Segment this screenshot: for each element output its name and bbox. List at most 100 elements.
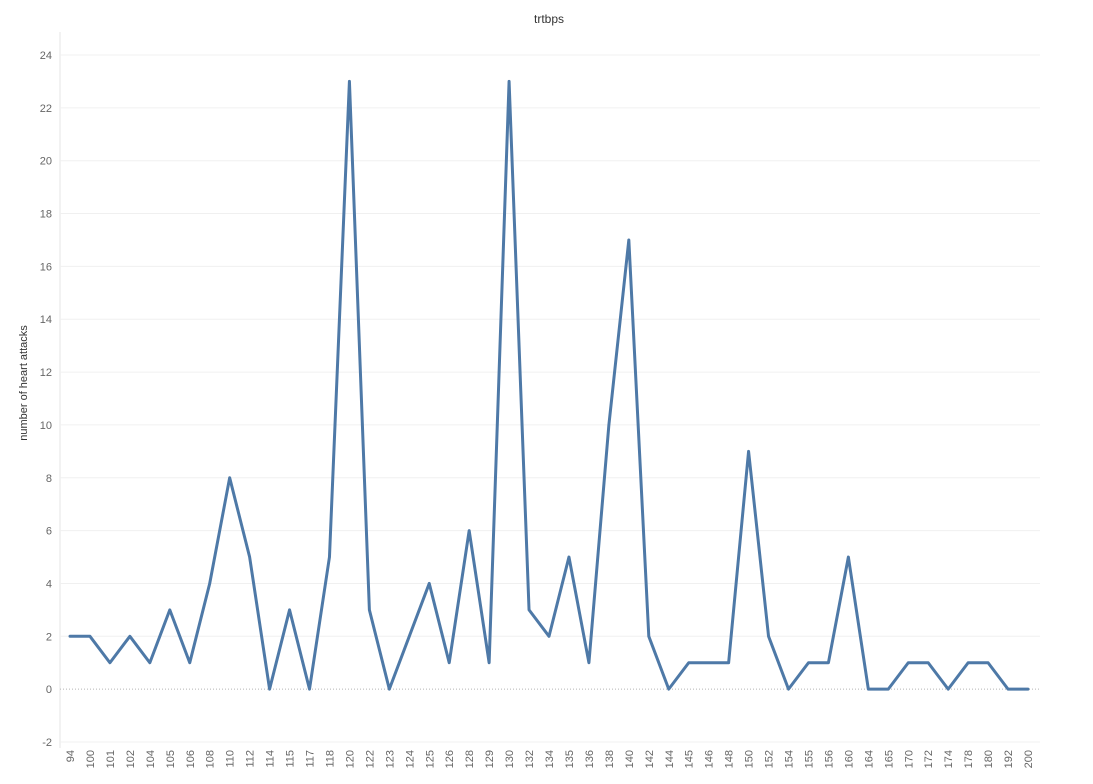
x-tick-label: 122 bbox=[364, 750, 376, 768]
x-tick-label: 140 bbox=[624, 750, 636, 768]
x-tick-label: 105 bbox=[165, 750, 177, 768]
chart-title: trtbps bbox=[534, 12, 564, 26]
x-tick-label: 200 bbox=[1023, 750, 1035, 768]
data-point bbox=[627, 238, 631, 242]
x-tick-label: 106 bbox=[185, 750, 197, 768]
data-point bbox=[587, 661, 591, 665]
y-tick-label: 16 bbox=[40, 261, 52, 273]
x-tick-label: 192 bbox=[1003, 750, 1015, 768]
data-point bbox=[986, 661, 990, 665]
x-tick-label: 132 bbox=[524, 750, 536, 768]
data-point bbox=[547, 634, 551, 638]
data-point bbox=[1026, 687, 1030, 691]
data-point bbox=[747, 449, 751, 453]
data-point bbox=[447, 661, 451, 665]
x-axis-ticks: 94 100 101 102 104 105 106 108 110 112 114 115 117 11… bbox=[65, 750, 1035, 768]
y-tick-label: 2 bbox=[46, 631, 52, 643]
x-tick-label: 152 bbox=[764, 750, 776, 768]
x-tick-label: 145 bbox=[684, 750, 696, 768]
x-tick-label: 118 bbox=[324, 750, 336, 768]
data-point bbox=[467, 529, 471, 533]
x-tick-label: 128 bbox=[464, 750, 476, 768]
x-tick-label: 110 bbox=[225, 750, 237, 768]
x-tick-label: 136 bbox=[584, 750, 596, 768]
data-point bbox=[208, 581, 212, 585]
data-point bbox=[268, 687, 272, 691]
data-point bbox=[787, 687, 791, 691]
data-point bbox=[846, 555, 850, 559]
data-point bbox=[327, 555, 331, 559]
data-point bbox=[188, 661, 192, 665]
x-tick-label: 134 bbox=[544, 750, 556, 768]
data-point bbox=[886, 687, 890, 691]
data-point bbox=[367, 608, 371, 612]
x-tick-label: 154 bbox=[784, 750, 796, 768]
x-tick-label: 160 bbox=[843, 750, 855, 768]
data-point bbox=[68, 634, 72, 638]
x-tick-label: 112 bbox=[245, 750, 257, 768]
x-tick-label: 115 bbox=[285, 750, 297, 768]
x-tick-label: 165 bbox=[883, 750, 895, 768]
x-tick-label: 100 bbox=[85, 750, 97, 768]
y-tick-label: 10 bbox=[40, 420, 52, 432]
data-point bbox=[527, 608, 531, 612]
x-tick-label: 94 bbox=[65, 750, 77, 762]
data-point bbox=[308, 687, 312, 691]
data-point bbox=[387, 687, 391, 691]
data-point bbox=[88, 634, 92, 638]
y-tick-label: -2 bbox=[42, 737, 52, 749]
data-point bbox=[727, 661, 731, 665]
data-point bbox=[687, 661, 691, 665]
x-tick-label: 148 bbox=[724, 750, 736, 768]
x-tick-label: 180 bbox=[983, 750, 995, 768]
data-point bbox=[707, 661, 711, 665]
data-point bbox=[667, 687, 671, 691]
x-tick-label: 155 bbox=[803, 750, 815, 768]
x-tick-label: 156 bbox=[823, 750, 835, 768]
data-point bbox=[248, 555, 252, 559]
data-point bbox=[1006, 687, 1010, 691]
x-tick-label: 150 bbox=[744, 750, 756, 768]
data-point bbox=[288, 608, 292, 612]
x-tick-label: 138 bbox=[604, 750, 616, 768]
data-point bbox=[487, 661, 491, 665]
data-point bbox=[826, 661, 830, 665]
series-line bbox=[68, 79, 1030, 691]
data-point bbox=[607, 423, 611, 427]
x-tick-label: 142 bbox=[644, 750, 656, 768]
data-point bbox=[427, 581, 431, 585]
y-tick-label: 22 bbox=[40, 103, 52, 115]
x-tick-label: 117 bbox=[305, 750, 317, 768]
x-tick-label: 124 bbox=[404, 750, 416, 768]
data-point bbox=[946, 687, 950, 691]
x-tick-label: 164 bbox=[863, 750, 875, 768]
y-tick-label: 12 bbox=[40, 367, 52, 379]
x-tick-label: 125 bbox=[424, 750, 436, 768]
y-tick-label: 24 bbox=[40, 50, 52, 62]
y-tick-label: 0 bbox=[46, 684, 52, 696]
x-tick-label: 130 bbox=[504, 750, 516, 768]
x-tick-label: 123 bbox=[384, 750, 396, 768]
y-tick-label: 14 bbox=[40, 314, 52, 326]
data-point bbox=[806, 661, 810, 665]
x-tick-label: 101 bbox=[105, 750, 117, 768]
data-point bbox=[507, 79, 511, 83]
x-tick-label: 170 bbox=[903, 750, 915, 768]
x-tick-label: 129 bbox=[484, 750, 496, 768]
data-point bbox=[128, 634, 132, 638]
y-tick-label: 20 bbox=[40, 156, 52, 168]
series-layer bbox=[68, 79, 1030, 691]
data-point bbox=[567, 555, 571, 559]
y-tick-label: 8 bbox=[46, 473, 52, 485]
x-tick-label: 102 bbox=[125, 750, 137, 768]
x-tick-label: 114 bbox=[265, 750, 277, 768]
data-point bbox=[647, 634, 651, 638]
x-tick-label: 144 bbox=[664, 750, 676, 768]
y-tick-label: 18 bbox=[40, 209, 52, 221]
y-axis-label: number of heart attacks bbox=[18, 325, 30, 441]
data-point bbox=[767, 634, 771, 638]
data-point bbox=[168, 608, 172, 612]
x-tick-label: 146 bbox=[704, 750, 716, 768]
